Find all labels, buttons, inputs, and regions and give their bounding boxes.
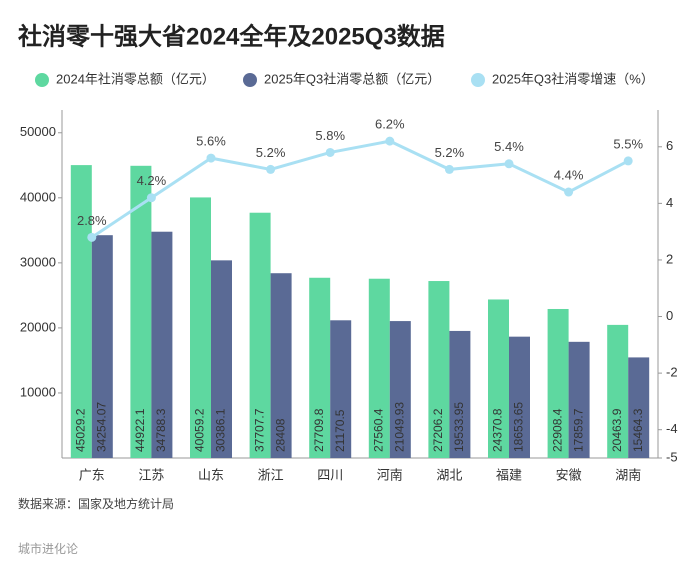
value-label: 40059.2 bbox=[193, 408, 207, 452]
point-label: 5.5% bbox=[613, 136, 643, 151]
bar bbox=[509, 336, 530, 458]
footer: 城市进化论 bbox=[18, 541, 78, 556]
x-tick-label: 广东 bbox=[79, 467, 105, 482]
value-label: 24370.8 bbox=[491, 408, 505, 452]
bar bbox=[309, 277, 331, 458]
bar bbox=[449, 330, 471, 458]
value-label: 44922.1 bbox=[133, 408, 147, 452]
value-label: 27206.2 bbox=[431, 408, 445, 452]
y-tick-label: 50000 bbox=[20, 124, 56, 139]
legend-swatch bbox=[243, 73, 257, 87]
value-label: 45029.2 bbox=[73, 408, 87, 452]
y2-tick-label: -5 bbox=[666, 449, 678, 464]
y2-tick-label: -4 bbox=[666, 421, 678, 436]
bar bbox=[389, 321, 411, 458]
y2-tick-label: 2 bbox=[666, 251, 673, 266]
y2-tick-label: 4 bbox=[666, 195, 673, 210]
bar bbox=[330, 320, 352, 458]
x-tick-label: 四川 bbox=[317, 467, 343, 482]
point-label: 5.8% bbox=[315, 128, 345, 143]
x-tick-label: 浙江 bbox=[258, 467, 284, 482]
value-label: 34254.07 bbox=[94, 402, 108, 452]
y-tick-label: 40000 bbox=[20, 189, 56, 204]
bar bbox=[607, 324, 629, 458]
value-label: 20463.9 bbox=[610, 408, 624, 452]
y-tick-label: 20000 bbox=[20, 319, 56, 334]
line-point bbox=[206, 153, 216, 163]
value-label: 27709.8 bbox=[312, 408, 326, 452]
value-label: 18653.65 bbox=[512, 402, 526, 452]
legend-label: 2025年Q3社消零总额（亿元） bbox=[264, 71, 440, 86]
bar bbox=[211, 260, 232, 458]
bar bbox=[368, 278, 390, 458]
bar bbox=[151, 231, 173, 458]
bar bbox=[130, 165, 152, 458]
bar bbox=[249, 212, 271, 458]
bar bbox=[428, 281, 450, 458]
line-point bbox=[87, 232, 97, 242]
value-label: 21170.5 bbox=[333, 409, 347, 452]
x-tick-label: 河南 bbox=[377, 467, 403, 482]
y2-tick-label: 0 bbox=[666, 308, 673, 323]
point-label: 5.4% bbox=[494, 139, 524, 154]
point-label: 4.4% bbox=[554, 167, 584, 182]
point-label: 5.2% bbox=[256, 145, 286, 160]
source-note: 数据来源：国家及地方统计局 bbox=[18, 496, 174, 511]
value-label: 27560.4 bbox=[371, 408, 385, 452]
legend-label: 2025年Q3社消零增速（%） bbox=[492, 71, 654, 86]
bar bbox=[547, 308, 569, 458]
bar bbox=[568, 341, 590, 458]
line-point bbox=[266, 164, 276, 174]
value-label: 34788.3 bbox=[154, 408, 168, 452]
point-label: 5.6% bbox=[196, 134, 226, 149]
x-tick-label: 安徽 bbox=[556, 467, 582, 482]
x-tick-label: 湖北 bbox=[436, 467, 462, 482]
value-label: 28408 bbox=[273, 418, 287, 452]
point-label: 4.2% bbox=[137, 173, 167, 188]
line-point bbox=[504, 159, 514, 169]
bar bbox=[190, 197, 211, 458]
value-label: 21049.93 bbox=[392, 402, 406, 452]
line-point bbox=[444, 164, 454, 174]
legend-swatch bbox=[471, 73, 485, 87]
x-tick-label: 湖南 bbox=[615, 467, 641, 482]
line-point bbox=[146, 193, 156, 203]
value-label: 19533.95 bbox=[452, 402, 466, 452]
x-tick-label: 福建 bbox=[496, 467, 522, 482]
bar bbox=[91, 235, 113, 458]
line-point bbox=[325, 147, 335, 157]
line-point bbox=[385, 136, 395, 146]
bar bbox=[270, 273, 292, 458]
chart-title: 社消零十强大省2024全年及2025Q3数据 bbox=[18, 22, 445, 50]
legend-label: 2024年社消零总额（亿元） bbox=[56, 71, 215, 86]
value-label: 22908.4 bbox=[550, 408, 564, 452]
legend-swatch bbox=[35, 73, 49, 87]
line bbox=[90, 139, 629, 239]
y-tick-label: 30000 bbox=[20, 254, 56, 269]
y-tick-label: 10000 bbox=[20, 384, 56, 399]
value-label: 30386.1 bbox=[214, 408, 228, 452]
bar bbox=[628, 357, 650, 458]
line-point bbox=[623, 156, 633, 166]
bar bbox=[488, 299, 509, 458]
point-label: 2.8% bbox=[77, 213, 107, 228]
point-label: 6.2% bbox=[375, 117, 405, 132]
bar bbox=[70, 165, 92, 458]
value-label: 15464.3 bbox=[631, 408, 645, 452]
y2-tick-label: 6 bbox=[666, 138, 673, 153]
x-tick-label: 江苏 bbox=[138, 467, 164, 482]
point-label: 5.2% bbox=[435, 145, 465, 160]
value-label: 17859.7 bbox=[571, 408, 585, 452]
value-label: 37707.7 bbox=[252, 408, 266, 452]
line-point bbox=[564, 187, 574, 197]
y2-tick-label: -2 bbox=[666, 365, 678, 380]
x-tick-label: 山东 bbox=[198, 467, 224, 482]
